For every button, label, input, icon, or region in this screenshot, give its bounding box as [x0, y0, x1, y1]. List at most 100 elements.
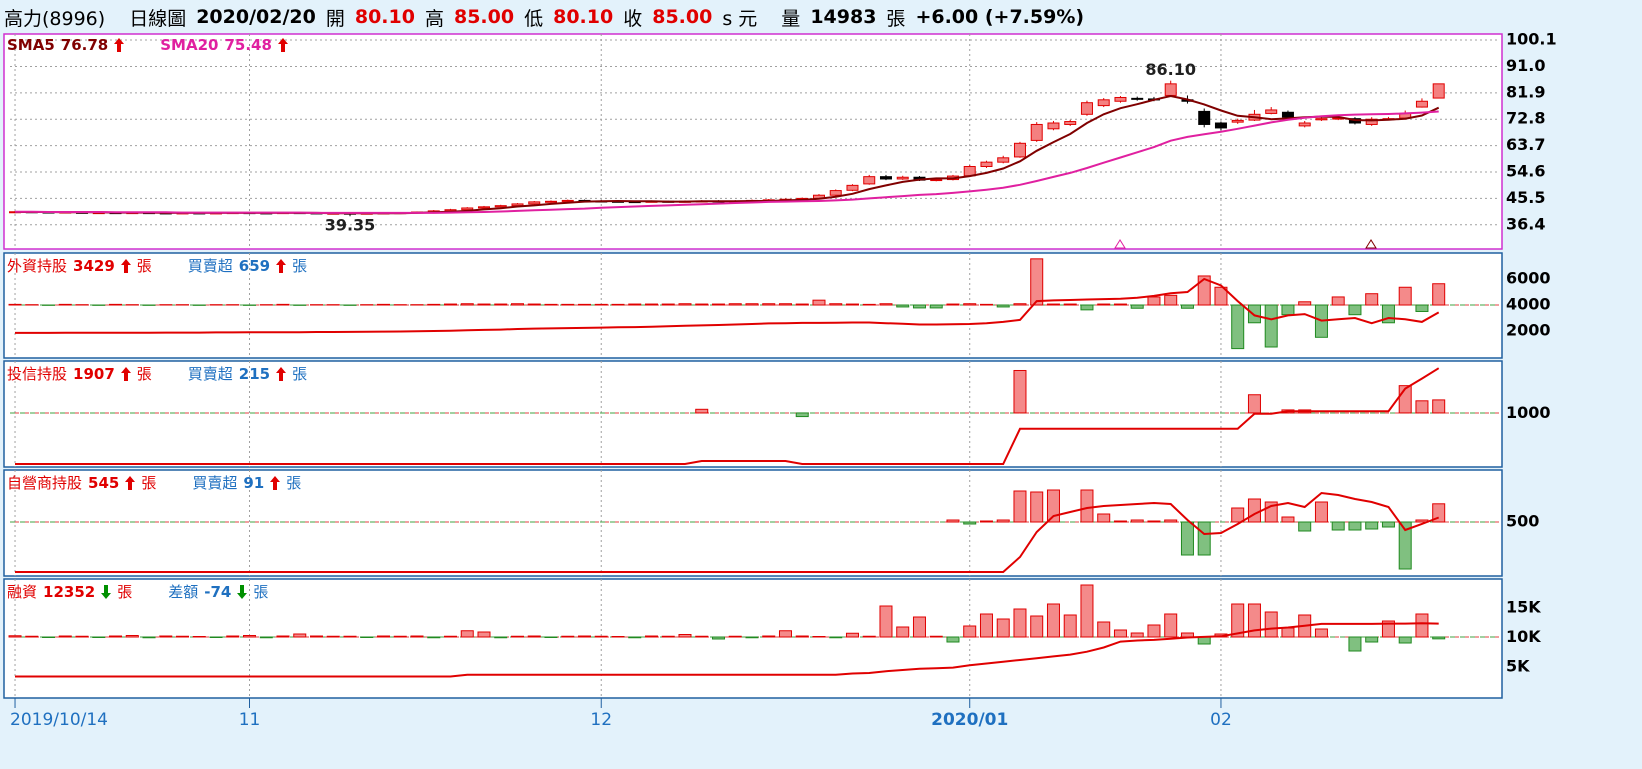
candle-body [561, 199, 574, 202]
net-bar [678, 634, 692, 638]
candle-body [829, 190, 842, 196]
quote-value: 85.00 [652, 6, 713, 28]
candle-body [1164, 83, 1177, 96]
net-bar [494, 303, 508, 306]
net-bar [1398, 286, 1412, 306]
net-bar [1046, 489, 1060, 523]
net-bar [611, 303, 625, 306]
net-bar [1164, 519, 1178, 523]
net-bar [226, 635, 240, 638]
net-bar [1164, 294, 1178, 306]
arrow-shape [101, 584, 112, 599]
net-bar [912, 616, 926, 638]
net-bar [209, 636, 223, 638]
y-tick-label: 4000 [1506, 294, 1551, 313]
net-bar [1113, 629, 1127, 638]
net-bar [745, 303, 759, 306]
net-bar [477, 303, 491, 306]
legend-name: 投信持股 [7, 365, 68, 383]
net-bar [1030, 258, 1044, 306]
quote-value: 80.10 [553, 6, 614, 28]
legend: 投信持股 1907 張 買賣超 215 張 [7, 363, 307, 384]
y-tick-label: 63.7 [1506, 135, 1545, 154]
candle-body [544, 200, 557, 203]
net-bar [1432, 399, 1446, 414]
net-bar [58, 303, 72, 306]
net-bar [1063, 303, 1077, 306]
net-bar [1013, 303, 1027, 306]
net-bar [1247, 304, 1261, 324]
net-bar [1398, 636, 1412, 644]
net-bar [544, 303, 558, 306]
net-bar [310, 635, 324, 638]
net-bar [1281, 516, 1295, 523]
candle-body [1047, 122, 1060, 130]
net-bar [695, 635, 709, 638]
candle-body [980, 161, 993, 168]
y-tick-label: 81.9 [1506, 82, 1545, 101]
y-tick-label: 10K [1506, 627, 1541, 646]
candle-body [879, 176, 892, 180]
stock-name: 高力(8996) [4, 7, 106, 30]
quote-label: 開 [325, 7, 345, 30]
net-bar [259, 636, 273, 639]
net-bar [8, 635, 22, 638]
net-bar [929, 304, 943, 309]
legend-value: 12352 [43, 582, 96, 601]
y-tick-label: 2000 [1506, 320, 1551, 339]
legend-name: 自營商持股 [7, 474, 83, 492]
net-bar [1080, 489, 1094, 523]
net-bar [1432, 636, 1446, 640]
candle-body [1265, 109, 1278, 114]
x-tick-label: 2020/01 [931, 710, 1008, 730]
net-bar [1281, 627, 1295, 638]
date: 2020/02/20 [196, 6, 316, 28]
x-tick-label: 12 [590, 710, 612, 730]
net-bar [996, 618, 1010, 638]
volume-label: 量 [781, 7, 801, 30]
net-bar [577, 303, 591, 306]
candle-body [863, 176, 876, 185]
candle-body [1080, 102, 1093, 115]
net-bar [1281, 304, 1295, 316]
net-bar [1348, 521, 1362, 531]
net-bar [1331, 521, 1345, 531]
legend-name: 買賣超 [192, 474, 238, 492]
candle-body [1097, 99, 1110, 107]
net-bar [996, 519, 1010, 523]
net-bar [1432, 503, 1446, 523]
arrow-shape [270, 475, 281, 490]
net-bar [711, 303, 725, 306]
quote-label: 高 [424, 7, 444, 30]
net-bar [728, 635, 742, 638]
candle-body [930, 179, 943, 182]
legend: 外資持股 3429 張 買賣超 659 張 [7, 255, 307, 276]
net-bar [1180, 521, 1194, 556]
net-bar [276, 303, 290, 306]
signal-marker [1114, 239, 1126, 249]
arrow-shape [277, 38, 288, 52]
net-bar [929, 635, 943, 638]
net-bar [561, 303, 575, 306]
signal-marker [1365, 239, 1377, 249]
net-bar [845, 632, 859, 638]
net-bar [561, 635, 575, 638]
y-tick-label: 6000 [1506, 268, 1551, 287]
trend-arrow [270, 475, 281, 490]
net-bar [845, 303, 859, 306]
candle-body [1298, 122, 1311, 127]
trend-arrow [101, 584, 112, 599]
net-bar [963, 625, 977, 638]
volume: 14983 [810, 6, 877, 28]
net-bar [1013, 608, 1027, 638]
net-bar [1214, 286, 1228, 306]
arrow-shape [114, 38, 125, 52]
net-bar [1097, 303, 1111, 306]
net-bar [1365, 636, 1379, 643]
net-bar [1331, 296, 1345, 306]
net-bar [1147, 624, 1161, 638]
panel-frame [3, 360, 1503, 468]
net-bar [1113, 520, 1127, 523]
net-bar [1314, 628, 1328, 638]
y-tick-label: 54.6 [1506, 162, 1545, 181]
